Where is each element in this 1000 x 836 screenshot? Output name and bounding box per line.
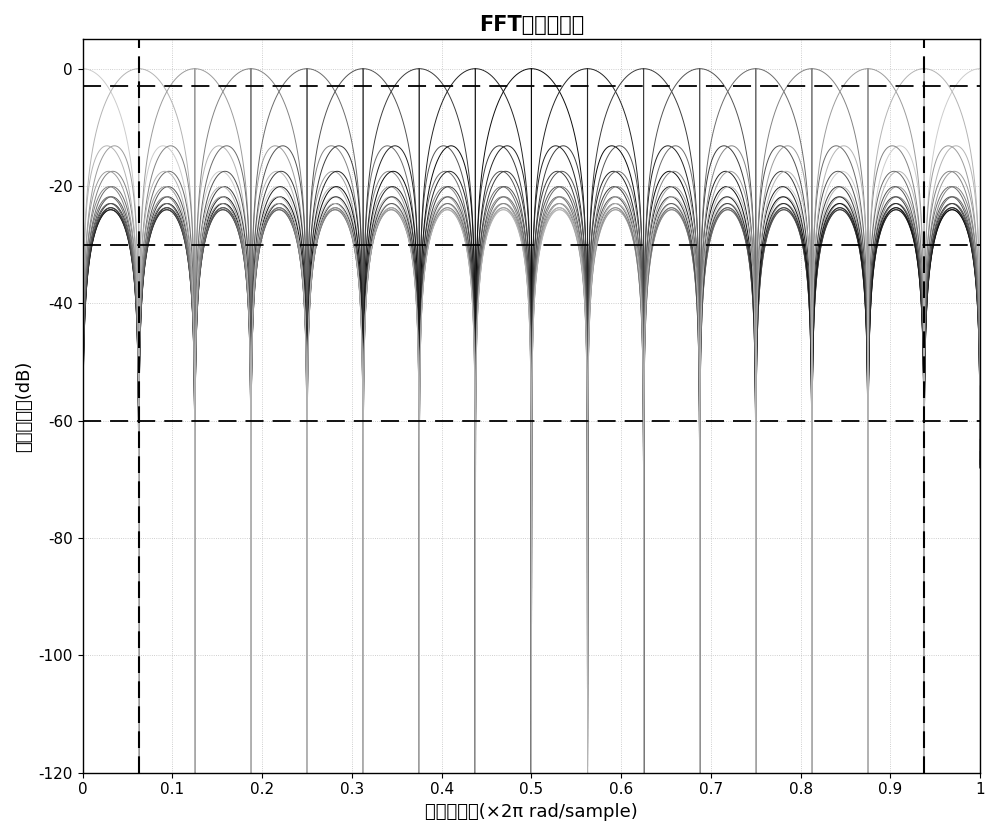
Y-axis label: 滤波器增益(dB): 滤波器增益(dB) <box>15 360 33 451</box>
X-axis label: 归一化频率(×2π rad/sample): 归一化频率(×2π rad/sample) <box>425 803 638 821</box>
Title: FFT滤波器响应: FFT滤波器响应 <box>479 15 584 35</box>
